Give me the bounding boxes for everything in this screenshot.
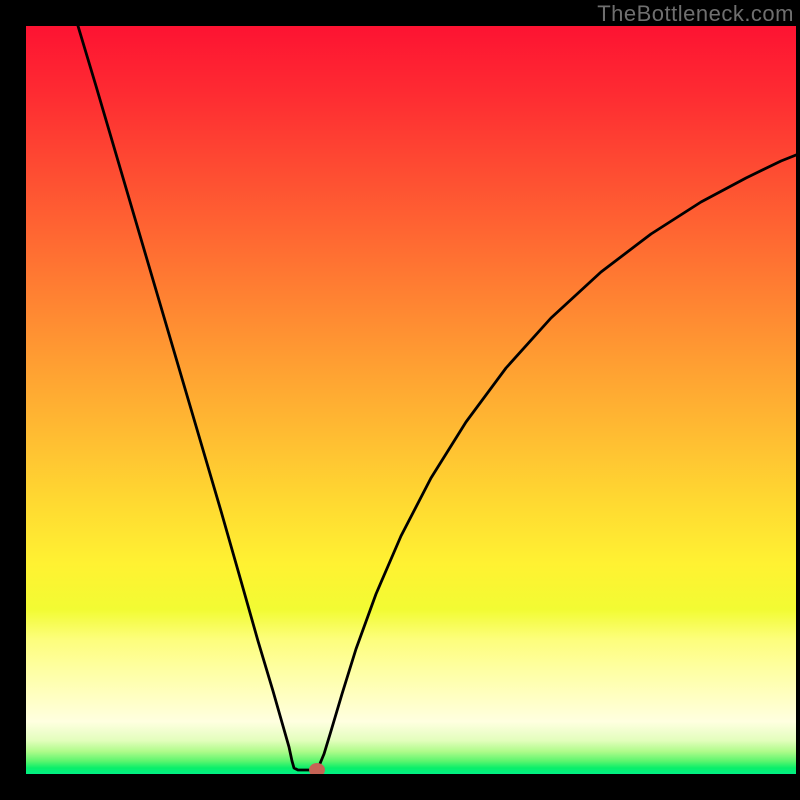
curve-svg <box>26 26 796 774</box>
watermark-text: TheBottleneck.com <box>597 1 794 27</box>
bottleneck-curve <box>78 26 796 770</box>
optimal-point-marker <box>309 763 325 774</box>
plot-area <box>26 26 796 774</box>
